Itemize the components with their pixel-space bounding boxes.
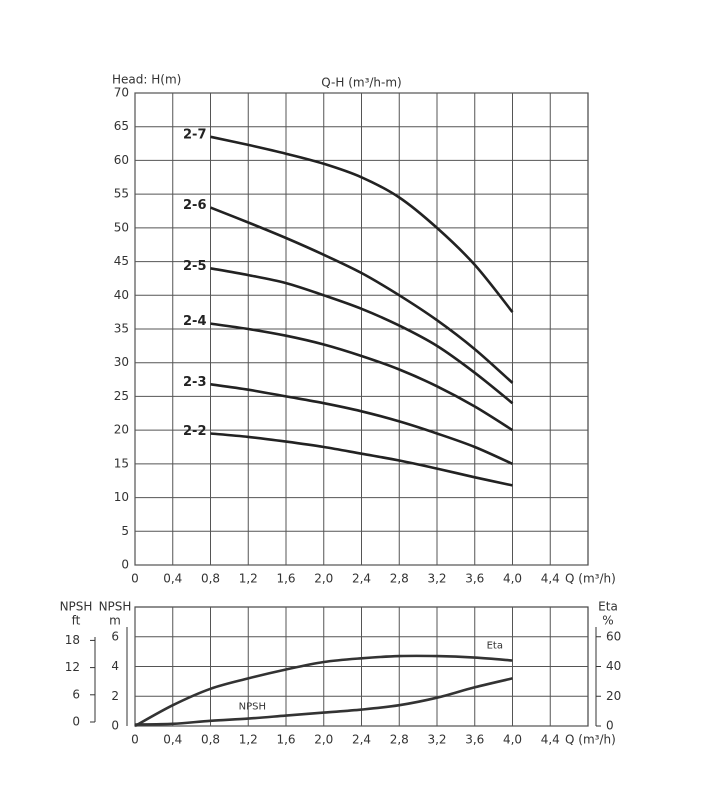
curve: [210, 135, 514, 313]
x-tick-label: 4,4: [541, 572, 560, 586]
x-tick-label: 0,8: [201, 733, 220, 747]
curve-label: 2-6: [183, 198, 207, 213]
y-axis-label: m: [109, 614, 121, 628]
x-tick-label: 3,2: [427, 572, 446, 586]
y-tick-label: 20: [114, 423, 129, 437]
y3-tick-label: 6: [72, 687, 80, 701]
x-tick-label: 2,0: [314, 733, 333, 747]
curve: [210, 432, 513, 487]
curve-label: NPSH: [239, 702, 266, 713]
y-tick-label: 55: [114, 187, 129, 201]
curve-label: Eta: [487, 641, 503, 652]
x-tick-label: 0: [131, 733, 139, 747]
x-axis-label: Q (m³/h): [565, 733, 616, 747]
curve: [134, 654, 513, 728]
y-axis-label: Head: H(m): [112, 73, 181, 87]
y-tick-label: 2: [111, 689, 119, 703]
curve: [210, 383, 514, 466]
x-tick-label: 4,0: [503, 572, 522, 586]
curve-label: 2-2: [183, 424, 207, 439]
y3-tick-label: 18: [65, 633, 80, 647]
x-tick-label: 2,4: [352, 572, 371, 586]
y-tick-label: 25: [114, 389, 129, 403]
x-axis-label: Q (m³/h): [565, 572, 616, 586]
curve-label: 2-7: [183, 127, 207, 142]
y-tick-label: 0: [121, 558, 129, 572]
y-tick-label: 70: [114, 86, 129, 100]
y-tick-label: 6: [111, 629, 119, 643]
x-tick-label: 0: [131, 572, 139, 586]
y3-axis-label: ft: [72, 614, 81, 628]
y-tick-label: 30: [114, 355, 129, 369]
y-tick-label: 10: [114, 490, 129, 504]
y2-tick-label: 40: [606, 659, 621, 673]
curve-label: 2-5: [183, 259, 207, 274]
x-tick-label: 3,6: [465, 733, 484, 747]
y2-axis-label: %: [602, 614, 613, 628]
curve: [134, 677, 513, 726]
curve-label: 2-3: [183, 375, 207, 390]
x-tick-label: 1,2: [239, 733, 258, 747]
y-tick-label: 4: [111, 659, 119, 673]
y-tick-label: 35: [114, 322, 129, 336]
x-tick-label: 2,8: [390, 572, 409, 586]
y2-tick-label: 20: [606, 689, 621, 703]
x-tick-label: 4,4: [541, 733, 560, 747]
y2-axis-label: Eta: [598, 600, 618, 614]
x-tick-label: 2,0: [314, 572, 333, 586]
y3-tick-label: 0: [72, 715, 80, 729]
y-tick-label: 15: [114, 456, 129, 470]
x-tick-label: 0,4: [163, 572, 182, 586]
y2-tick-label: 0: [606, 719, 614, 733]
y2-tick-label: 60: [606, 629, 621, 643]
y-tick-label: 60: [114, 153, 129, 167]
curve-label: 2-4: [183, 314, 207, 329]
x-tick-label: 0,8: [201, 572, 220, 586]
y3-tick-label: 12: [65, 660, 80, 674]
x-tick-label: 2,8: [390, 733, 409, 747]
y-tick-label: 65: [114, 119, 129, 133]
curve: [210, 322, 514, 432]
y-tick-label: 45: [114, 254, 129, 268]
y-tick-label: 5: [121, 524, 129, 538]
chart-title: Q-H (m³/h-m): [321, 76, 401, 90]
x-tick-label: 2,4: [352, 733, 371, 747]
x-tick-label: 4,0: [503, 733, 522, 747]
curve: [210, 206, 514, 384]
y-axis-label: NPSH: [99, 600, 132, 614]
x-tick-label: 1,6: [276, 572, 295, 586]
y-tick-label: 40: [114, 288, 129, 302]
x-tick-label: 3,2: [427, 733, 446, 747]
x-tick-label: 0,4: [163, 733, 182, 747]
x-tick-label: 3,6: [465, 572, 484, 586]
x-tick-label: 1,2: [239, 572, 258, 586]
y-tick-label: 0: [111, 719, 119, 733]
y-tick-label: 50: [114, 220, 129, 234]
y3-axis-label: NPSH: [60, 600, 93, 614]
x-tick-label: 1,6: [276, 733, 295, 747]
curve: [210, 267, 514, 405]
